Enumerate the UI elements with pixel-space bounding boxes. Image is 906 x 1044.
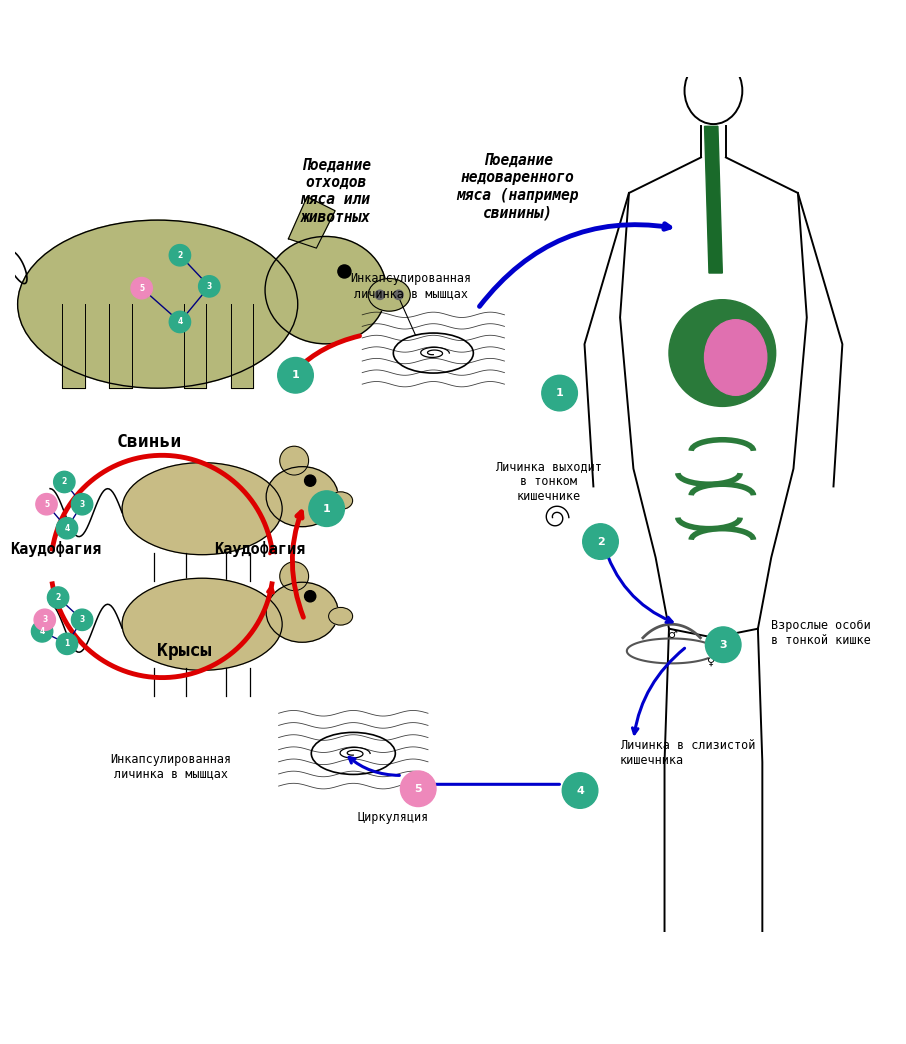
- Text: Крысы: Крысы: [157, 642, 212, 660]
- Circle shape: [394, 290, 403, 300]
- Text: Циркуляция: Циркуляция: [358, 811, 429, 824]
- Text: Взрослые особи
в тонкой кишке: Взрослые особи в тонкой кишке: [771, 619, 871, 647]
- Text: Поедание
недоваренного
мяса (например
свинины): Поедание недоваренного мяса (например св…: [457, 153, 579, 220]
- Text: 2: 2: [62, 477, 67, 487]
- Text: ♀: ♀: [708, 657, 716, 666]
- Ellipse shape: [122, 462, 282, 554]
- Text: Инкапсулированная
личинка в мышцах: Инкапсулированная личинка в мышцах: [351, 272, 472, 301]
- Circle shape: [56, 633, 78, 655]
- Text: 5: 5: [414, 784, 422, 793]
- Text: 2: 2: [597, 537, 604, 547]
- Circle shape: [169, 244, 190, 266]
- Circle shape: [34, 609, 55, 631]
- Circle shape: [278, 357, 313, 394]
- Text: Личинка в слизистой
кишечника: Личинка в слизистой кишечника: [620, 739, 756, 767]
- Ellipse shape: [266, 467, 338, 526]
- Circle shape: [131, 278, 152, 299]
- Text: Поедание
отходов
мяса или
животных: Поедание отходов мяса или животных: [301, 158, 371, 224]
- Bar: [230, 304, 253, 388]
- Text: 1: 1: [555, 388, 564, 398]
- Text: 4: 4: [178, 317, 182, 327]
- Ellipse shape: [329, 608, 352, 625]
- Ellipse shape: [669, 300, 776, 406]
- Text: 3: 3: [207, 282, 212, 291]
- Text: 3: 3: [719, 640, 727, 649]
- Text: 1: 1: [292, 371, 299, 380]
- Circle shape: [304, 591, 316, 601]
- Text: 3: 3: [80, 500, 85, 508]
- Circle shape: [169, 311, 190, 333]
- Ellipse shape: [17, 220, 298, 388]
- Polygon shape: [705, 126, 722, 274]
- Text: ♂: ♂: [667, 630, 677, 640]
- Circle shape: [198, 276, 220, 298]
- Text: Свиньи: Свиньи: [116, 433, 181, 451]
- Text: 5: 5: [44, 500, 49, 508]
- Circle shape: [338, 265, 351, 278]
- Ellipse shape: [368, 279, 410, 311]
- Text: Каудофагия: Каудофагия: [10, 541, 101, 556]
- Circle shape: [563, 773, 598, 808]
- Circle shape: [72, 494, 92, 515]
- Circle shape: [375, 290, 384, 300]
- Ellipse shape: [122, 578, 282, 670]
- Ellipse shape: [265, 236, 387, 343]
- Text: 2: 2: [55, 593, 61, 602]
- Text: 3: 3: [80, 615, 85, 624]
- Ellipse shape: [705, 319, 766, 396]
- Circle shape: [542, 375, 577, 411]
- Circle shape: [32, 621, 53, 642]
- Bar: [63, 304, 85, 388]
- Text: Каудофагия: Каудофагия: [215, 541, 305, 556]
- Circle shape: [280, 562, 309, 591]
- Text: 1: 1: [323, 503, 331, 514]
- Circle shape: [72, 609, 92, 631]
- Text: 1: 1: [64, 639, 70, 648]
- Circle shape: [400, 770, 436, 807]
- Circle shape: [53, 471, 75, 493]
- Ellipse shape: [329, 492, 352, 509]
- Circle shape: [280, 446, 309, 475]
- Text: 4: 4: [40, 626, 44, 636]
- Ellipse shape: [266, 583, 338, 642]
- Text: 5: 5: [140, 284, 144, 292]
- Circle shape: [56, 518, 78, 539]
- Polygon shape: [288, 196, 335, 248]
- Text: 4: 4: [64, 524, 70, 532]
- Bar: [109, 304, 131, 388]
- Text: 2: 2: [178, 251, 182, 260]
- Circle shape: [36, 494, 57, 515]
- Circle shape: [583, 524, 618, 560]
- Circle shape: [309, 491, 344, 526]
- Text: Личинка выходит
в тонком
кишечнике: Личинка выходит в тонком кишечнике: [496, 460, 602, 503]
- Circle shape: [706, 627, 741, 663]
- Text: 3: 3: [43, 615, 47, 624]
- Text: 4: 4: [576, 785, 584, 796]
- Circle shape: [47, 587, 69, 609]
- Text: Инкапсулированная
личинка в мышцах: Инкапсулированная личинка в мышцах: [111, 753, 232, 781]
- Circle shape: [304, 475, 316, 487]
- Bar: [184, 304, 207, 388]
